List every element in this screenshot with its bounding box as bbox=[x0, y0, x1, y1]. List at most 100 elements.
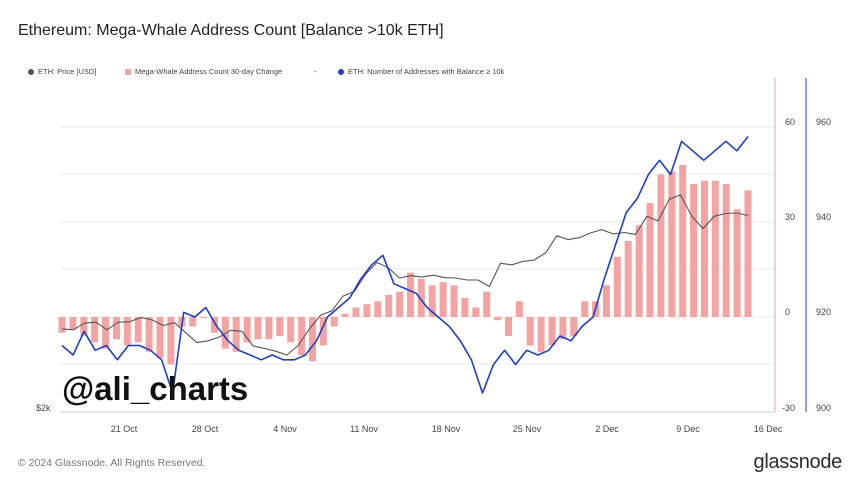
bar bbox=[113, 317, 120, 340]
right-axis-1-tick: 60 bbox=[785, 117, 795, 127]
x-tick-label: 25 Nov bbox=[513, 424, 542, 434]
x-tick-label: 21 Oct bbox=[111, 424, 138, 434]
bar bbox=[156, 317, 164, 359]
bar bbox=[189, 317, 197, 327]
bar bbox=[211, 317, 218, 333]
legend-item-30day-change[interactable]: Mega-Whale Address Count 30-day Change bbox=[125, 67, 282, 76]
bar bbox=[570, 317, 578, 336]
bar bbox=[254, 317, 262, 340]
bar bbox=[668, 171, 676, 317]
bar bbox=[613, 256, 621, 317]
legend-label: ETH: Number of Addresses with Balance ≥ … bbox=[348, 67, 505, 76]
right-axis-1-tick: -30 bbox=[782, 403, 795, 413]
bar bbox=[701, 180, 708, 317]
right-axis-2-tick: 960 bbox=[816, 117, 831, 127]
bar bbox=[603, 285, 610, 317]
bar bbox=[319, 317, 327, 346]
right-axis-2-tick: 940 bbox=[816, 212, 831, 222]
bar bbox=[276, 317, 284, 336]
x-tick-label: 16 Dec bbox=[754, 424, 783, 434]
chart-title: Ethereum: Mega-Whale Address Count [Bala… bbox=[18, 22, 444, 39]
bar bbox=[167, 317, 175, 365]
gridlines bbox=[60, 126, 775, 365]
bar bbox=[385, 294, 393, 317]
price-line bbox=[61, 194, 749, 356]
bar bbox=[679, 165, 687, 317]
watermark: @ali_charts bbox=[62, 370, 249, 407]
bar bbox=[102, 317, 110, 349]
glassnode-logo: glassnode bbox=[753, 451, 843, 473]
bar bbox=[635, 225, 643, 317]
bar bbox=[243, 317, 251, 343]
right-axis-1-tick: 30 bbox=[785, 212, 795, 222]
copyright-footer: © 2024 Glassnode. All Rights Reserved. bbox=[18, 457, 206, 469]
bar bbox=[232, 317, 240, 352]
bar bbox=[91, 317, 99, 343]
bar bbox=[407, 272, 414, 317]
bar bbox=[221, 317, 229, 349]
bar bbox=[417, 279, 425, 317]
bar bbox=[472, 307, 480, 317]
bar bbox=[711, 180, 719, 317]
bar bbox=[526, 317, 534, 346]
line-series bbox=[61, 136, 749, 394]
bar bbox=[733, 209, 741, 317]
bar bbox=[461, 298, 469, 317]
x-tick-label: 28 Oct bbox=[192, 424, 219, 434]
bar bbox=[123, 317, 131, 346]
bar bbox=[515, 301, 523, 317]
bar bbox=[265, 317, 273, 340]
bar-series bbox=[58, 165, 752, 365]
x-tick-label: 11 Nov bbox=[350, 424, 378, 434]
legend-dot-icon bbox=[28, 69, 34, 76]
legend-item-address-count[interactable]: ETH: Number of Addresses with Balance ≥ … bbox=[338, 67, 504, 76]
bar bbox=[439, 282, 447, 317]
right-axis-1-tick: 0 bbox=[785, 307, 790, 317]
bar bbox=[58, 317, 66, 333]
bar bbox=[548, 317, 556, 346]
bar bbox=[134, 317, 142, 343]
bar bbox=[145, 317, 153, 352]
bar bbox=[646, 203, 654, 317]
bar bbox=[396, 291, 404, 317]
legend-item-price[interactable]: ETH: Price [USD] bbox=[28, 67, 96, 76]
bar bbox=[341, 313, 349, 317]
bar bbox=[69, 317, 77, 330]
bar bbox=[450, 285, 458, 317]
legend-label: - bbox=[314, 67, 317, 76]
bar bbox=[287, 317, 295, 343]
address-count-line bbox=[61, 136, 749, 394]
right-axis-2-tick: 920 bbox=[816, 307, 831, 317]
bar bbox=[494, 317, 502, 321]
bar bbox=[80, 317, 88, 336]
bar bbox=[352, 307, 360, 317]
legend-square-icon bbox=[125, 69, 131, 76]
bar bbox=[374, 301, 382, 317]
bar bbox=[505, 317, 512, 336]
x-tick-label: 4 Nov bbox=[273, 424, 297, 434]
legend-label: Mega-Whale Address Count 30-day Change bbox=[135, 67, 283, 76]
x-tick-label: 2 Dec bbox=[595, 424, 619, 434]
bar bbox=[309, 317, 316, 362]
x-tick-label: 9 Dec bbox=[676, 424, 700, 434]
bar bbox=[559, 317, 567, 340]
legend-dot-icon bbox=[338, 69, 344, 76]
bar bbox=[200, 317, 208, 318]
bar bbox=[330, 317, 338, 327]
bar bbox=[428, 285, 436, 317]
left-axis-label: $2k bbox=[36, 403, 51, 413]
bar bbox=[690, 184, 698, 317]
bar bbox=[537, 317, 545, 352]
bar bbox=[483, 291, 491, 317]
legend-item-dash[interactable]: - bbox=[314, 67, 317, 76]
bar bbox=[657, 174, 665, 317]
bar bbox=[363, 304, 371, 317]
bar bbox=[624, 241, 632, 317]
x-tick-label: 18 Nov bbox=[432, 424, 461, 434]
bar bbox=[298, 317, 306, 355]
bar bbox=[722, 184, 730, 317]
bar bbox=[744, 190, 752, 317]
right-axis-2-tick: 900 bbox=[816, 403, 831, 413]
legend-label: ETH: Price [USD] bbox=[38, 67, 97, 76]
